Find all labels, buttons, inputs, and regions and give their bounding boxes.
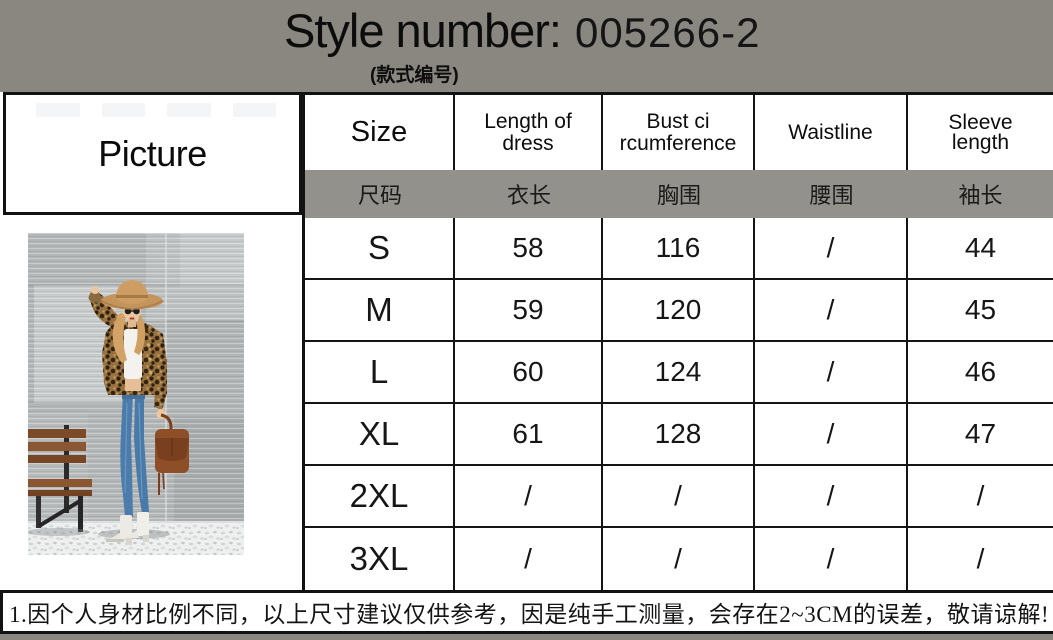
sleeve-cell: 45 bbox=[908, 280, 1053, 342]
page-subtitle-zh: (款式编号) bbox=[370, 65, 459, 86]
footnote: 1.因个人身材比例不同，以上尺寸建议仅供参考，因是纯手工测量，会存在2~3CM的… bbox=[0, 590, 1053, 634]
col-header-length: Length of dress bbox=[455, 95, 603, 170]
footnote-text: 1.因个人身材比例不同，以上尺寸建议仅供参考，因是纯手工测量，会存在2~3CM的… bbox=[9, 602, 1050, 627]
jeans bbox=[120, 389, 149, 517]
length-cell: 60 bbox=[455, 342, 603, 404]
hat bbox=[100, 280, 164, 310]
size-cell: L bbox=[305, 342, 455, 404]
col-header-sleeve-zh: 袖长 bbox=[908, 170, 1053, 218]
bust-cell: 116 bbox=[603, 218, 755, 280]
waist-cell: / bbox=[755, 342, 908, 404]
col-header-size: Size bbox=[305, 95, 455, 170]
length-cell: 59 bbox=[455, 280, 603, 342]
bottom-strip bbox=[0, 634, 1053, 640]
col-header-size-zh: 尺码 bbox=[305, 170, 455, 218]
col-header-sleeve: Sleeve length bbox=[948, 111, 1013, 154]
waist-cell: / bbox=[755, 218, 908, 280]
midriff bbox=[125, 379, 141, 391]
col-header-length-zh: 衣长 bbox=[455, 170, 603, 218]
length-cell: / bbox=[455, 466, 603, 528]
bench bbox=[28, 425, 92, 536]
boots bbox=[106, 512, 149, 545]
model-photo-illustration bbox=[28, 233, 244, 555]
sleeve-cell: 47 bbox=[908, 404, 1053, 466]
waist-cell: / bbox=[755, 280, 908, 342]
col-header-waist: Waistline bbox=[755, 95, 908, 170]
style-number-value: 005266-2 bbox=[574, 9, 761, 56]
bust-cell: 124 bbox=[603, 342, 755, 404]
page-title: Style number: bbox=[284, 4, 562, 57]
col-header-bust: Bust ci rcumference bbox=[603, 95, 755, 170]
picture-header-cell: Picture bbox=[3, 92, 302, 215]
page-title-row: Style number: 005266-2 bbox=[284, 4, 760, 58]
header-band: Style number: 005266-2 (款式编号) bbox=[0, 0, 1053, 92]
bust-cell: 120 bbox=[603, 280, 755, 342]
handbag bbox=[155, 413, 189, 495]
model bbox=[88, 280, 189, 545]
length-cell: 61 bbox=[455, 404, 603, 466]
waist-cell: / bbox=[755, 466, 908, 528]
raised-hand bbox=[91, 286, 99, 294]
length-cell: 58 bbox=[455, 218, 603, 280]
size-cell: 3XL bbox=[305, 528, 455, 590]
sleeve-cell: / bbox=[908, 466, 1053, 528]
waist-cell: / bbox=[755, 528, 908, 590]
length-cell: / bbox=[455, 528, 603, 590]
waist-cell: / bbox=[755, 404, 908, 466]
bust-cell: / bbox=[603, 528, 755, 590]
model-photo bbox=[28, 233, 244, 555]
size-cell: XL bbox=[305, 404, 455, 466]
col-header-bust-zh: 胸围 bbox=[603, 170, 755, 218]
size-cell: 2XL bbox=[305, 466, 455, 528]
size-cell: S bbox=[305, 218, 455, 280]
bust-cell: / bbox=[603, 466, 755, 528]
sleeve-cell: 44 bbox=[908, 218, 1053, 280]
bust-cell: 128 bbox=[603, 404, 755, 466]
sleeve-cell: / bbox=[976, 543, 985, 574]
size-cell: M bbox=[305, 280, 455, 342]
col-header-waist-zh: 腰围 bbox=[755, 170, 908, 218]
picture-label: Picture bbox=[98, 132, 207, 174]
size-table: Size Length of dress Bust ci rcumference W… bbox=[302, 92, 1053, 590]
watermark-artifacts bbox=[36, 103, 276, 117]
sleeve-cell: 46 bbox=[908, 342, 1053, 404]
